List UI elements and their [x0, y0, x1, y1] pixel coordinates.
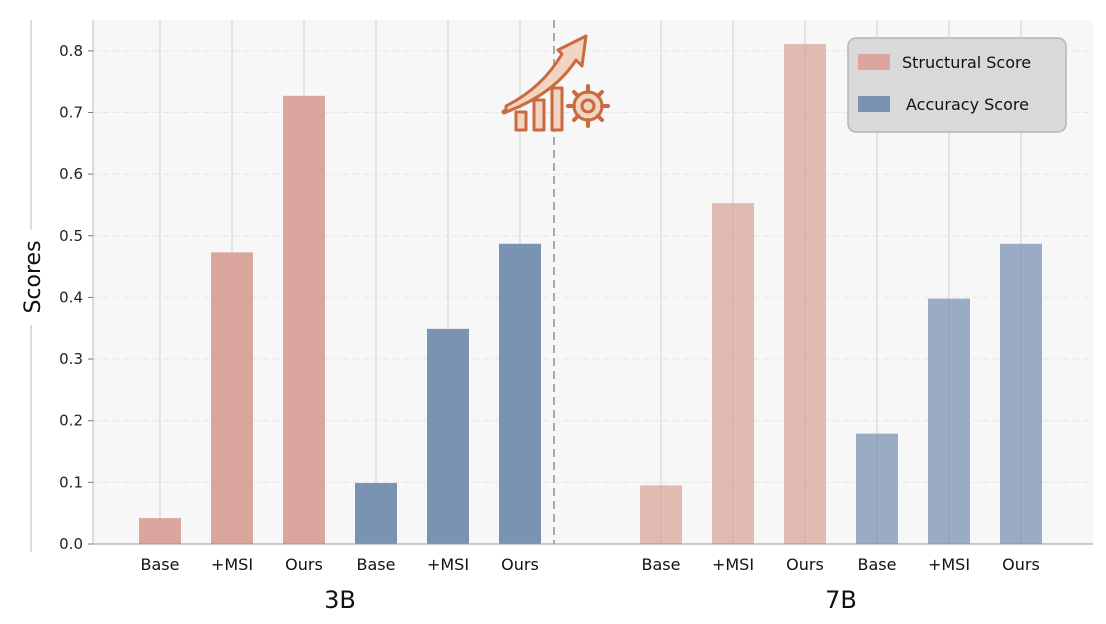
x-category-label: +MSI — [712, 555, 754, 574]
y-tick-labels: 0.0 0.1 0.2 0.3 0.4 0.5 0.6 0.7 0.8 — [59, 42, 93, 553]
x-category-label: Ours — [1002, 555, 1040, 574]
x-category-label: Base — [141, 555, 180, 574]
y-tick-label: 0.3 — [59, 350, 83, 368]
bar-structural-3b — [283, 95, 325, 545]
x-category-label: Ours — [786, 555, 824, 574]
y-tick-label: 0.0 — [59, 535, 83, 553]
legend-label-accuracy: Accuracy Score — [906, 95, 1029, 114]
x-category-labels: Base +MSI Ours Base +MSI Ours Base +MSI Ours Base… — [141, 555, 1040, 574]
x-category-label: Ours — [285, 555, 323, 574]
x-category-label: Base — [858, 555, 897, 574]
y-tick-label: 0.5 — [59, 227, 83, 245]
legend: Structural Score Accuracy Score — [847, 37, 1067, 133]
bar-accuracy-3b — [499, 243, 541, 545]
group-label: 7B — [825, 586, 857, 614]
bar-accuracy-3b — [355, 482, 397, 544]
group-label: 3B — [324, 586, 356, 614]
bar-structural-7b — [640, 485, 682, 544]
legend-swatch-accuracy — [858, 96, 890, 112]
y-tick-label: 0.1 — [59, 473, 83, 491]
bar-accuracy-7b — [928, 298, 970, 544]
group-labels: 3B 7B — [324, 586, 857, 614]
x-category-label: Base — [642, 555, 681, 574]
y-tick-label: 0.2 — [59, 412, 83, 430]
y-tick-label: 0.4 — [59, 288, 83, 306]
bar-structural-3b — [211, 252, 253, 544]
bar-structural-3b — [139, 518, 181, 544]
x-category-label: Ours — [501, 555, 539, 574]
bar-accuracy-3b — [427, 328, 469, 544]
bar-structural-7b — [784, 44, 826, 544]
bar-accuracy-7b — [856, 433, 898, 544]
x-category-label: +MSI — [928, 555, 970, 574]
y-tick-label: 0.6 — [59, 165, 83, 183]
legend-label-structural: Structural Score — [902, 53, 1031, 72]
growth-gear-icon — [501, 34, 610, 132]
legend-box — [847, 37, 1067, 133]
gridlines — [93, 50, 1093, 483]
x-category-label: +MSI — [211, 555, 253, 574]
bars — [139, 44, 1042, 545]
legend-swatch-structural — [858, 54, 890, 70]
x-category-label: +MSI — [427, 555, 469, 574]
bar-structural-7b — [712, 203, 754, 544]
y-tick-label: 0.8 — [59, 42, 83, 60]
y-tick-label: 0.7 — [59, 103, 83, 121]
y-axis-label: Scores — [21, 240, 46, 313]
bar-accuracy-7b — [1000, 243, 1042, 545]
x-category-label: Base — [357, 555, 396, 574]
